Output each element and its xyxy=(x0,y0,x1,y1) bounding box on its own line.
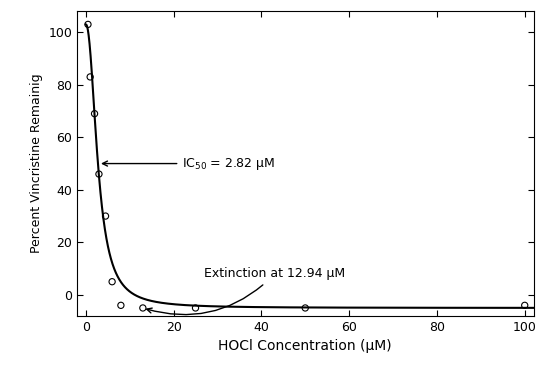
Point xyxy=(117,302,125,308)
Point xyxy=(139,305,147,311)
Y-axis label: Percent Vincristine Remainig: Percent Vincristine Remainig xyxy=(30,74,43,253)
Point xyxy=(84,21,92,27)
Text: IC$_{50}$ = 2.82 μM: IC$_{50}$ = 2.82 μM xyxy=(102,156,276,171)
Point xyxy=(108,279,117,285)
Point xyxy=(301,305,310,311)
X-axis label: HOCl Concentration (μM): HOCl Concentration (μM) xyxy=(218,339,392,353)
Point xyxy=(101,213,110,219)
Point xyxy=(90,111,99,117)
Point xyxy=(191,305,200,311)
Point xyxy=(86,74,95,80)
Point xyxy=(520,302,529,308)
Point xyxy=(95,171,103,177)
Text: Extinction at 12.94 μM: Extinction at 12.94 μM xyxy=(147,267,345,315)
